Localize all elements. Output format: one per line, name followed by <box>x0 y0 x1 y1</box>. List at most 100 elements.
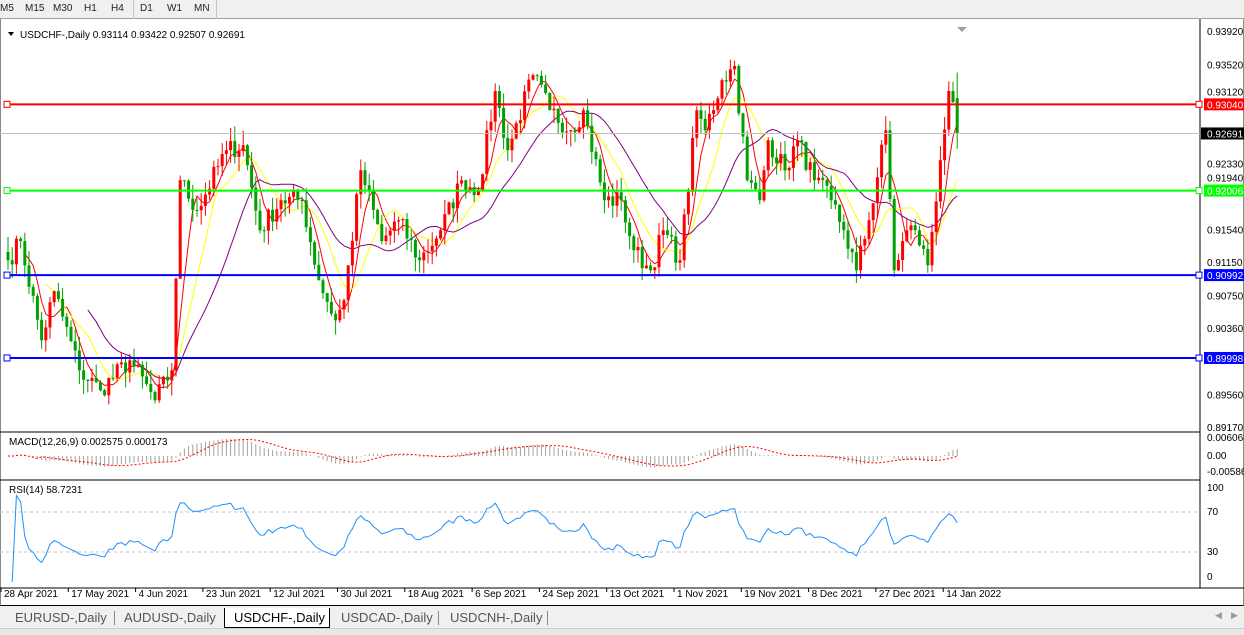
level-price-label: 0.92006 <box>1207 187 1244 198</box>
date-axis-label: 1 Nov 2021 <box>677 589 729 600</box>
timeframe-h1[interactable]: H1 <box>84 3 97 14</box>
candle-body <box>535 75 539 77</box>
candle-body <box>867 220 871 240</box>
level-price-tag <box>1204 98 1244 111</box>
candle-body <box>405 219 409 239</box>
timeframe-d1[interactable]: D1 <box>140 3 153 14</box>
date-axis-label: 24 Sep 2021 <box>542 589 599 600</box>
price-axis-label: 0.92330 <box>1207 160 1244 171</box>
timeframe-m30[interactable]: M30 <box>53 3 73 14</box>
price-axis-label: 0.89170 <box>1207 423 1244 434</box>
candle-body <box>145 376 149 384</box>
candle-body <box>241 145 245 152</box>
date-axis-label: 4 Jun 2021 <box>139 589 189 600</box>
candle-body <box>258 210 262 231</box>
level-handle <box>1195 271 1203 279</box>
scroll-left-icon[interactable]: ◀ <box>1215 610 1222 620</box>
tab-usdcad[interactable]: USDCAD-,Daily <box>341 610 433 625</box>
candle-body <box>754 182 758 190</box>
candle-body <box>607 196 611 201</box>
candle-body <box>691 137 695 192</box>
rsi-label: RSI(14) 58.7231 <box>9 485 83 496</box>
candle-body <box>166 376 170 381</box>
candle-body <box>707 113 711 131</box>
rsi-axis-label: 70 <box>1207 507 1219 518</box>
timeframe-h4[interactable]: H4 <box>111 3 124 14</box>
candle-body <box>292 191 296 197</box>
candle-body <box>569 130 573 132</box>
candle-body <box>23 241 27 266</box>
candle-body <box>203 194 207 206</box>
level-handle <box>3 354 11 362</box>
candle-body <box>254 187 258 211</box>
chart-tabs: EURUSD-,Daily AUDUSD-,Daily USDCHF-,Dail… <box>0 606 1244 628</box>
candle-body <box>103 390 107 396</box>
scroll-right-icon[interactable]: ▶ <box>1231 610 1238 620</box>
candle-body <box>304 200 308 228</box>
candle-body <box>531 75 535 80</box>
candle-body <box>649 265 653 271</box>
candle-body <box>901 241 905 261</box>
candle-body <box>355 194 359 241</box>
candle-body <box>199 205 203 211</box>
candle-body <box>737 66 741 114</box>
level-price-tag <box>1204 351 1244 364</box>
candle-body <box>153 392 157 401</box>
candle-body <box>35 295 39 320</box>
candle-body <box>745 136 749 181</box>
candle-body <box>250 165 254 188</box>
timeframe-mn[interactable]: MN <box>194 3 210 14</box>
timeframe-w1[interactable]: W1 <box>167 3 182 14</box>
level-price-label: 0.93040 <box>1207 100 1244 111</box>
candle-body <box>82 370 86 380</box>
tab-eurusd[interactable]: EURUSD-,Daily <box>15 610 107 625</box>
toolbar-separator <box>133 0 134 19</box>
price-axis-label: 0.93120 <box>1207 87 1244 98</box>
candle-body <box>77 350 81 371</box>
current-price-tag <box>1201 127 1244 140</box>
candle-body <box>766 140 770 171</box>
date-axis-label: 13 Oct 2021 <box>610 589 665 600</box>
macd-label: MACD(12,26,9) 0.002575 0.000173 <box>9 437 168 448</box>
timeframe-m15[interactable]: M15 <box>25 3 45 14</box>
candle-body <box>838 204 842 222</box>
chart-shift-marker[interactable] <box>957 27 967 32</box>
tab-usdchf[interactable]: USDCHF-,Daily <box>224 608 330 628</box>
date-axis-label: 19 Nov 2021 <box>744 589 801 600</box>
level-handle <box>1195 187 1203 195</box>
candle-body <box>124 362 128 373</box>
candle-body <box>863 239 867 246</box>
tab-audusd[interactable]: AUDUSD-,Daily <box>124 610 216 625</box>
date-axis-label: 8 Dec 2021 <box>812 589 864 600</box>
candle-body <box>632 236 636 251</box>
macd-axis-label: 0.00 <box>1207 451 1227 462</box>
date-axis-label: 27 Dec 2021 <box>879 589 936 600</box>
candle-body <box>98 382 102 391</box>
candle-body <box>224 150 228 155</box>
candle-body <box>65 316 69 327</box>
candle-body <box>418 257 422 261</box>
candle-body <box>447 202 451 215</box>
timeframe-m5[interactable]: M5 <box>0 3 14 14</box>
candle-body <box>695 110 699 138</box>
level-handle <box>1195 354 1203 362</box>
chart-window[interactable]: 0.92691 0.93040 0.92006 0.90992 0.89998 USDC… <box>0 19 1244 606</box>
candle-body <box>14 238 18 265</box>
candle-body <box>287 196 291 204</box>
candle-body <box>586 110 590 126</box>
candle-body <box>31 286 35 296</box>
candle-body <box>334 313 338 321</box>
candle-body <box>455 183 459 209</box>
candle-body <box>670 234 674 237</box>
candle-body <box>468 187 472 192</box>
candle-body <box>905 230 909 242</box>
dropdown-triangle-icon[interactable] <box>8 32 14 36</box>
candle-body <box>888 130 892 200</box>
price-axis-label: 0.90750 <box>1207 291 1244 302</box>
price-axis-label: 0.91940 <box>1207 174 1244 185</box>
ma-mid-line <box>45 95 958 381</box>
candle-body <box>850 248 854 253</box>
candle-body <box>787 167 791 171</box>
candle-body <box>266 209 270 231</box>
tab-usdcnh[interactable]: USDCNH-,Daily <box>450 610 543 625</box>
